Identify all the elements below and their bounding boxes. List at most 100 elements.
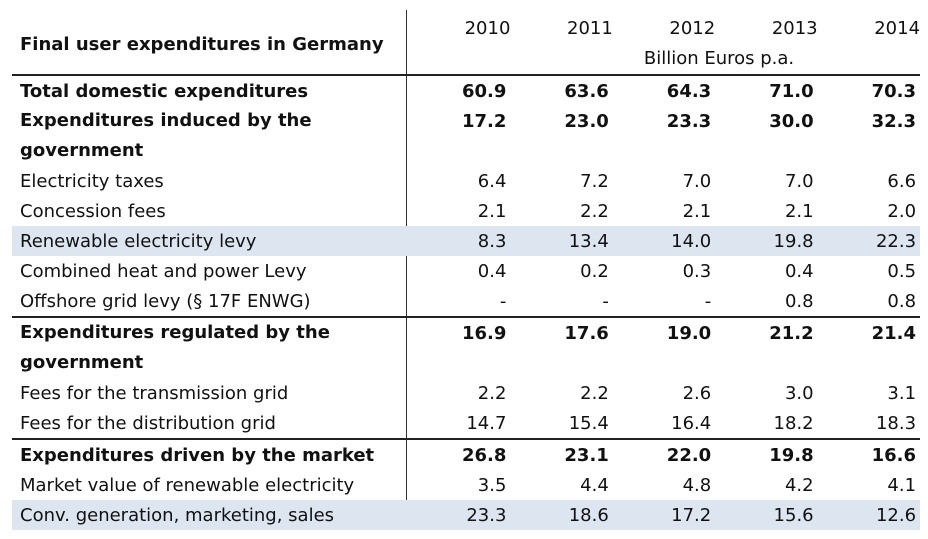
table-row: Fees for the distribution grid 14.7 15.4 16…	[12, 408, 920, 438]
table-row: Conv. generation, marketing, sales 23.3 18…	[12, 500, 920, 530]
row-values: 2.1 2.2 2.1 2.1 2.0	[408, 201, 920, 222]
value-cell: 15.4	[568, 412, 609, 434]
value-cell: 23.3	[466, 504, 507, 526]
row-label: Combined heat and power Levy	[20, 260, 307, 282]
value-cell: 22.0	[666, 444, 712, 466]
value-cell: 18.3	[875, 412, 917, 434]
unit-label: Billion Euros p.a.	[643, 48, 795, 69]
value-cell: 64.3	[666, 80, 712, 102]
row-values: 0.4 0.2 0.3 0.4 0.5	[408, 261, 920, 282]
value-cell: 18.2	[773, 412, 814, 434]
row-label: Offshore grid levy (§ 17F ENWG)	[20, 290, 311, 312]
value-cell: 2.2	[580, 382, 609, 404]
row-label: Expenditures driven by the market	[20, 444, 375, 466]
row-values: 60.9 63.6 64.3 71.0 70.3	[408, 81, 920, 102]
table-row: Combined heat and power Levy 0.4 0.2 0.3 0.4…	[12, 256, 920, 286]
table-row: Expenditures regulated by the government…	[12, 316, 920, 378]
year-header: 2011	[567, 18, 613, 39]
value-cell: 15.6	[773, 504, 814, 526]
row-values: 26.8 23.1 22.0 19.8 16.6	[408, 445, 920, 466]
row-values: 16.9 17.6 19.0 21.2 21.4	[408, 318, 920, 348]
row-label: Renewable electricity levy	[20, 230, 257, 252]
row-values: 14.7 15.4 16.4 18.2 18.3	[408, 413, 920, 434]
value-cell: 13.4	[568, 230, 609, 252]
value-cell: 7.0	[784, 170, 814, 192]
column-divider	[406, 10, 407, 526]
value-cell: 30.0	[769, 110, 814, 132]
value-cell: 2.0	[887, 200, 917, 222]
value-cell: 21.4	[871, 322, 917, 344]
table-row: Offshore grid levy (§ 17F ENWG) - - - 0.8 0.8	[12, 286, 920, 316]
row-values: 2.2 2.2 2.6 3.0 3.1	[408, 383, 920, 404]
year-header: 2012	[669, 18, 716, 39]
row-values: 23.3 18.6 17.2 15.6 12.6	[408, 505, 920, 526]
value-cell: 22.3	[875, 230, 917, 252]
value-cell: 0.8	[887, 290, 917, 312]
expenditures-table: Final user expenditures in Germany 2010 …	[12, 10, 920, 530]
table-row: Concession fees 2.1 2.2 2.1 2.1 2.0	[12, 196, 920, 226]
value-cell: 2.1	[682, 200, 712, 222]
value-cell: 70.3	[871, 80, 917, 102]
table-row: Fees for the transmission grid 2.2 2.2 2.6 3…	[12, 378, 920, 408]
value-cell: 3.5	[477, 474, 507, 496]
table-row: Expenditures driven by the market 26.8 23.…	[12, 438, 920, 470]
value-cell: 0.4	[784, 260, 814, 282]
row-values: 6.4 7.2 7.0 7.0 6.6	[408, 171, 920, 192]
row-label: Fees for the transmission grid	[20, 382, 289, 404]
year-headers: 2010 2011 2012 2013 2014	[408, 18, 920, 39]
value-cell: 16.9	[461, 322, 507, 344]
value-cell: 2.2	[477, 382, 507, 404]
row-values: 17.2 23.0 23.3 30.0 32.3	[408, 106, 920, 136]
table-header: Final user expenditures in Germany 2010 …	[12, 10, 920, 74]
row-label: Total domestic expenditures	[20, 80, 309, 102]
value-cell: 14.0	[671, 230, 712, 252]
value-cell: 60.9	[461, 80, 507, 102]
row-label: Concession fees	[20, 200, 166, 222]
value-cell: 63.6	[564, 80, 609, 102]
value-cell: 2.1	[784, 200, 814, 222]
value-cell: 3.0	[784, 382, 814, 404]
table-row: Total domestic expenditures 60.9 63.6 64.3 7…	[12, 74, 920, 106]
table-row: Renewable electricity levy 8.3 13.4 14.0 19.…	[12, 226, 920, 256]
table-row: Market value of renewable electricity 3.5…	[12, 470, 920, 500]
value-cell: 17.2	[461, 110, 507, 132]
row-values: - - - 0.8 0.8	[408, 291, 920, 312]
value-cell: 16.6	[871, 444, 917, 466]
value-cell: 12.6	[875, 504, 917, 526]
table-body: Total domestic expenditures 60.9 63.6 64.3 7…	[12, 74, 920, 530]
row-values: 8.3 13.4 14.0 19.8 22.3	[408, 231, 920, 252]
value-cell: 8.3	[477, 230, 507, 252]
table-row: Electricity taxes 6.4 7.2 7.0 7.0 6.6	[12, 166, 920, 196]
row-label: Fees for the distribution grid	[20, 412, 276, 434]
value-cell: 19.0	[666, 322, 712, 344]
value-cell: 0.4	[477, 260, 507, 282]
value-cell: 2.6	[682, 382, 712, 404]
value-cell: 71.0	[769, 80, 814, 102]
value-cell: 6.6	[887, 170, 917, 192]
table-title: Final user expenditures in Germany	[20, 34, 384, 55]
value-cell: 32.3	[871, 110, 917, 132]
value-cell: 7.2	[580, 170, 609, 192]
row-label: Conv. generation, marketing, sales	[20, 504, 335, 526]
row-values: 3.5 4.4 4.8 4.2 4.1	[408, 475, 920, 496]
value-cell: 19.8	[769, 444, 814, 466]
value-cell: 4.8	[682, 474, 712, 496]
value-cell: 18.6	[568, 504, 609, 526]
value-cell: 16.4	[671, 412, 712, 434]
value-cell: 6.4	[477, 170, 507, 192]
value-cell: 0.8	[784, 290, 814, 312]
value-cell: 7.0	[682, 170, 712, 192]
value-cell: 0.5	[887, 260, 917, 282]
value-cell: 0.3	[682, 260, 712, 282]
value-cell: -	[602, 290, 609, 312]
year-header: 2014	[874, 18, 921, 39]
value-cell: 4.1	[887, 474, 917, 496]
value-cell: 3.1	[887, 382, 917, 404]
row-label: Market value of renewable electricity	[20, 474, 355, 496]
value-cell: 4.4	[580, 474, 609, 496]
row-label: Electricity taxes	[20, 170, 164, 192]
value-cell: 2.2	[580, 200, 609, 222]
row-label: Expenditures regulated by the government	[20, 322, 330, 373]
row-label: Expenditures induced by the government	[20, 110, 312, 161]
value-cell: 23.1	[564, 444, 609, 466]
